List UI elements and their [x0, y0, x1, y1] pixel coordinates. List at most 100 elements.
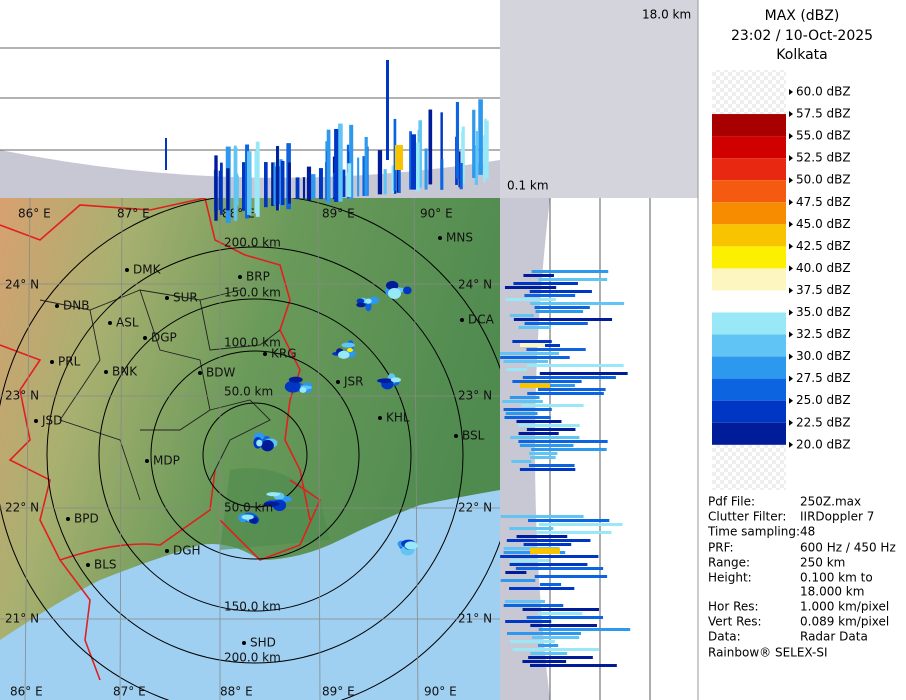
echo [276, 146, 279, 211]
echo [505, 412, 538, 415]
state-borders [0, 198, 322, 681]
range-label: 100.0 km [224, 336, 281, 350]
info-value: Radar Data [800, 630, 868, 644]
echo [264, 162, 268, 208]
echo [526, 364, 624, 367]
city-dot [378, 416, 382, 420]
echo [512, 648, 599, 651]
legend-tick [789, 397, 793, 404]
echo [338, 123, 343, 202]
echo [526, 428, 576, 431]
echo [538, 523, 623, 526]
echo [529, 290, 592, 293]
graticule [0, 198, 500, 700]
echo [504, 416, 551, 419]
legend-tick [789, 375, 793, 382]
latitude-label: 23° N [458, 389, 492, 403]
legend-tick [789, 265, 793, 272]
map: 86° E 87° E 88° E 89° E 90° E86° E 87° E 88° E… [0, 198, 500, 700]
city-dot [145, 459, 149, 463]
echo [396, 155, 400, 193]
echo [295, 177, 300, 200]
city-label: BNK [112, 365, 138, 379]
echo [512, 340, 552, 343]
echo [226, 168, 230, 211]
echo [538, 278, 608, 281]
echo [356, 298, 365, 304]
city-dot [66, 517, 70, 521]
echo [523, 543, 572, 546]
legend-tick [789, 287, 793, 294]
info-value: 18.000 km [800, 585, 864, 599]
echo [531, 448, 607, 451]
legend-label: 25.0 dBZ [796, 393, 851, 407]
footer: Rainbow® SELEX-SI [708, 646, 828, 660]
echo [530, 624, 597, 627]
city-label: MDP [153, 454, 180, 468]
echo [261, 439, 274, 452]
info-key: Pdf File: [708, 495, 755, 509]
legend-swatch [712, 290, 786, 313]
top-echoes [165, 60, 489, 223]
city-dot [165, 296, 169, 300]
echo [534, 575, 608, 578]
echo [511, 460, 532, 463]
info-key: Height: [708, 571, 752, 585]
city-dot [143, 336, 147, 340]
echo [538, 628, 631, 631]
city-dot [242, 641, 246, 645]
echo [534, 306, 590, 309]
echo [415, 142, 420, 190]
echo [518, 432, 559, 435]
legend-label: 35.0 dBZ [796, 305, 851, 319]
info-value: IIRDoppler 7 [800, 510, 874, 524]
legend-tick [789, 309, 793, 316]
range-label: 150.0 km [224, 600, 281, 614]
echo [165, 138, 167, 170]
echo [411, 134, 416, 190]
legend-label: 22.5 dBZ [796, 415, 851, 429]
longitude-label: 89° E [322, 207, 355, 221]
echo [440, 112, 443, 183]
echo [509, 563, 588, 566]
info-key: Clutter Filter: [708, 510, 786, 524]
echo [531, 270, 609, 273]
sea [0, 490, 500, 700]
echo [520, 383, 550, 388]
echo [391, 165, 395, 194]
latitude-label: 23° N [5, 389, 39, 403]
range-label: 200.0 km [224, 651, 281, 665]
legend-swatch [712, 158, 786, 181]
city-label: SUR [173, 291, 198, 305]
legend-swatch [712, 180, 786, 203]
legend-swatch [712, 114, 786, 137]
echo [526, 348, 586, 351]
echo [398, 162, 401, 194]
echo [219, 162, 223, 215]
echo [512, 380, 582, 383]
echo [539, 583, 562, 586]
echo [377, 150, 383, 195]
echo [424, 148, 428, 190]
echo [241, 162, 246, 211]
legend-label: 42.5 dBZ [796, 239, 851, 253]
city-dot [336, 380, 340, 384]
range-ring [98, 298, 412, 612]
longitude-label: 88° E [220, 685, 253, 699]
legend-label: 37.5 dBZ [796, 283, 851, 297]
city-label: SHD [250, 636, 276, 650]
city-dot [238, 275, 242, 279]
legend-swatch [712, 356, 786, 379]
echo [518, 326, 552, 329]
echo [284, 380, 301, 393]
latitude-label: 24° N [458, 278, 492, 292]
echo [509, 314, 534, 317]
info-key: Vert Res: [708, 615, 762, 629]
range-label: 200.0 km [224, 236, 281, 250]
echo [377, 378, 393, 384]
echo [279, 159, 283, 206]
legend-swatch [712, 246, 786, 269]
echo [403, 286, 412, 295]
city-label: DMK [133, 263, 162, 277]
